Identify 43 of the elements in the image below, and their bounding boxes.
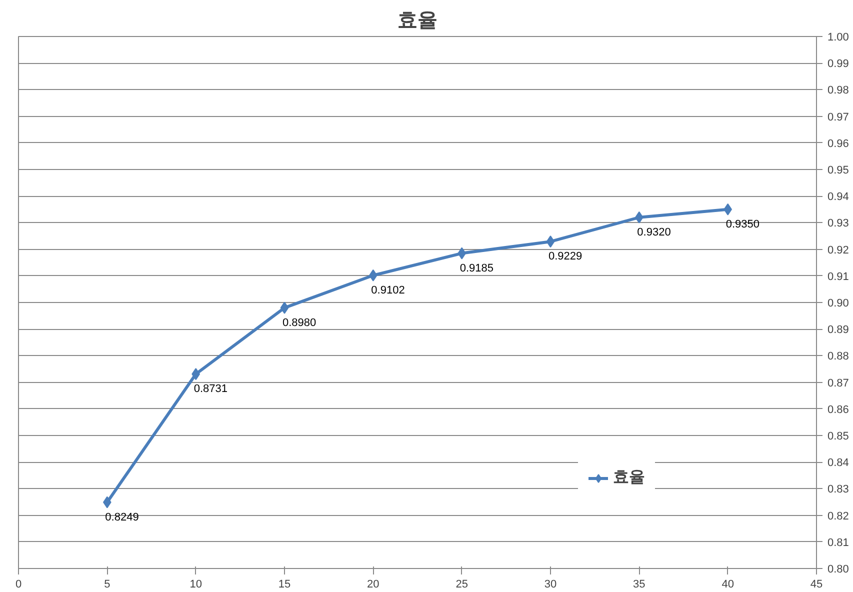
- data-label: 0.9102: [371, 284, 405, 296]
- data-label: 0.9320: [637, 226, 671, 238]
- x-tick-label: 30: [544, 578, 557, 590]
- y-tick-label: 0.97: [828, 111, 849, 124]
- y-tick-label: 0.87: [828, 377, 849, 390]
- y-tick-label: 1.00: [828, 32, 849, 44]
- y-tick-label: 0.85: [828, 430, 849, 442]
- data-label: 0.9229: [548, 250, 582, 263]
- x-tick-label: 15: [278, 578, 291, 590]
- y-tick-label: 0.95: [828, 164, 849, 176]
- point: [546, 236, 555, 248]
- y-tick-label: 0.86: [828, 404, 849, 416]
- data-label: 0.8249: [105, 511, 139, 524]
- y-tick-label: 0.89: [828, 324, 849, 336]
- y-tick-label: 0.92: [828, 244, 849, 256]
- y-tick-label: 0.88: [828, 350, 849, 363]
- x-tick-label: 0: [15, 578, 22, 590]
- y-tick-label: 0.82: [828, 510, 849, 522]
- x-tick-label: 45: [810, 578, 823, 590]
- data-label: 0.9185: [460, 262, 494, 274]
- y-tick-label: 0.80: [828, 564, 849, 576]
- y-tick-label: 0.99: [828, 58, 849, 70]
- y-tick-label: 0.93: [828, 218, 849, 230]
- point: [280, 302, 289, 314]
- x-tick-label: 20: [367, 578, 380, 590]
- y-tick-label: 0.84: [828, 457, 849, 470]
- x-tick-label: 5: [104, 578, 110, 590]
- x-tick-label: 40: [722, 578, 734, 590]
- x-tick-label: 25: [456, 578, 468, 590]
- data-label: 0.9350: [726, 218, 760, 230]
- legend-label: 효율: [613, 468, 645, 488]
- y-tick-label: 0.90: [828, 298, 849, 310]
- x-tick-label: 35: [633, 578, 646, 590]
- y-tick-label: 0.98: [828, 84, 849, 97]
- y-tick-label: 0.96: [828, 138, 849, 150]
- chart-title: 효율: [398, 8, 438, 32]
- y-tick-label: 0.81: [828, 536, 849, 549]
- y-tick-label: 0.91: [828, 270, 849, 283]
- data-label: 0.8980: [282, 316, 316, 329]
- y-tick-label: 0.94: [828, 191, 849, 204]
- data-label: 0.8731: [194, 383, 228, 396]
- x-tick-label: 10: [190, 578, 202, 590]
- y-tick-label: 0.83: [828, 484, 849, 496]
